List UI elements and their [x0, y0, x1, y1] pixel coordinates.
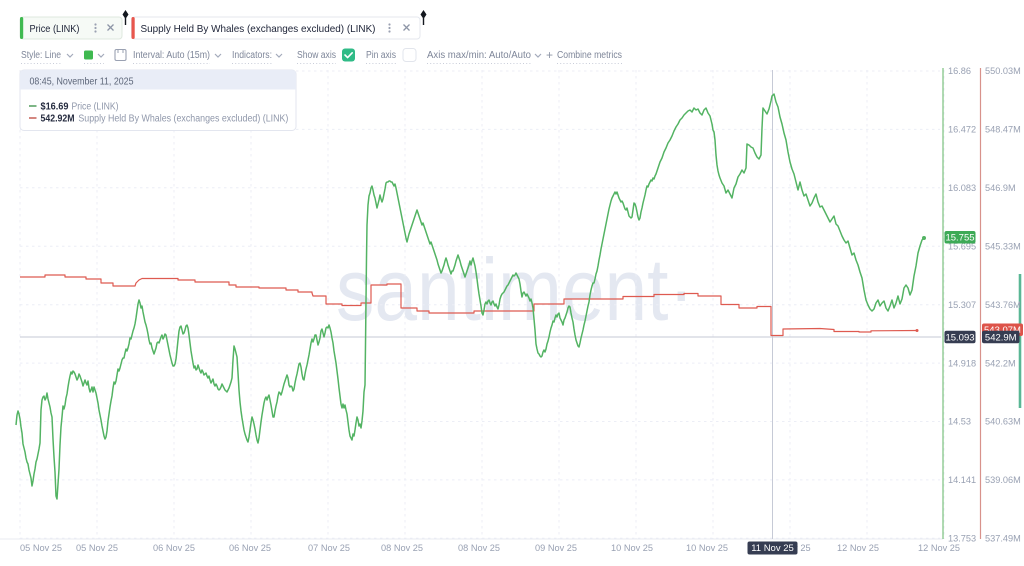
svg-text:Show axis: Show axis	[297, 50, 336, 61]
svg-text:05 Nov 25: 05 Nov 25	[76, 543, 118, 553]
svg-text:15.755: 15.755	[945, 232, 974, 243]
svg-text:548.47M: 548.47M	[985, 125, 1021, 135]
svg-text:santiment·: santiment·	[336, 240, 694, 339]
svg-text:11 Nov 25: 11 Nov 25	[751, 543, 794, 554]
svg-text:Price (LINK): Price (LINK)	[30, 23, 80, 35]
svg-text:539.06M: 539.06M	[985, 475, 1021, 485]
svg-text:15.695: 15.695	[948, 241, 976, 251]
svg-text:15.093: 15.093	[945, 332, 974, 343]
svg-text:07 Nov 25: 07 Nov 25	[308, 543, 350, 553]
svg-text:543.07M: 543.07M	[984, 325, 1021, 336]
svg-text:14.53: 14.53	[948, 417, 971, 427]
svg-text:546.9M: 546.9M	[985, 183, 1016, 193]
svg-text:Combine metrics: Combine metrics	[557, 50, 622, 61]
svg-text:542.2M: 542.2M	[985, 358, 1016, 368]
svg-text:543.76M: 543.76M	[985, 300, 1021, 310]
svg-text:Axis max/min: Auto/Auto: Axis max/min: Auto/Auto	[427, 50, 531, 61]
svg-text:08 Nov 25: 08 Nov 25	[458, 543, 500, 553]
svg-text:14.918: 14.918	[948, 358, 976, 368]
svg-text:Indicators:: Indicators:	[232, 50, 272, 61]
svg-text:545.33M: 545.33M	[985, 241, 1021, 251]
svg-text:542.92M: 542.92M	[41, 113, 75, 125]
svg-text:14.141: 14.141	[948, 475, 976, 485]
svg-text:$16.69: $16.69	[41, 101, 69, 113]
svg-text:Pin axis: Pin axis	[366, 50, 396, 61]
svg-text:542.9M: 542.9M	[985, 332, 1017, 343]
svg-text:+: +	[546, 48, 553, 62]
svg-text:12 Nov 25: 12 Nov 25	[837, 543, 879, 553]
svg-text:08 Nov 25: 08 Nov 25	[381, 543, 423, 553]
svg-text:550.03M: 550.03M	[985, 66, 1021, 76]
svg-text:10 Nov 25: 10 Nov 25	[686, 543, 728, 553]
svg-text:Supply Held By Whales (exchang: Supply Held By Whales (exchanges exclude…	[141, 23, 376, 35]
svg-text:540.63M: 540.63M	[985, 417, 1021, 427]
svg-text:16.472: 16.472	[948, 125, 976, 135]
svg-text:16.86: 16.86	[948, 66, 971, 76]
svg-text:Supply Held By Whales (exchang: Supply Held By Whales (exchanges exclude…	[78, 114, 288, 125]
svg-text:05 Nov 25: 05 Nov 25	[20, 543, 62, 553]
svg-text:06 Nov 25: 06 Nov 25	[229, 543, 271, 553]
svg-text:09 Nov 25: 09 Nov 25	[535, 543, 577, 553]
svg-text:12 Nov 25: 12 Nov 25	[918, 543, 960, 553]
svg-text:Style: Line: Style: Line	[21, 50, 61, 61]
svg-text:10 Nov 25: 10 Nov 25	[611, 543, 653, 553]
svg-text:06 Nov 25: 06 Nov 25	[153, 543, 195, 553]
svg-text:08:45, November 11, 2025: 08:45, November 11, 2025	[30, 76, 134, 88]
svg-text:Interval: Auto (15m): Interval: Auto (15m)	[133, 50, 210, 61]
svg-text:13.753: 13.753	[948, 534, 976, 544]
svg-text:537.49M: 537.49M	[985, 534, 1021, 544]
svg-text:15.307: 15.307	[948, 300, 976, 310]
svg-text:Price (LINK): Price (LINK)	[72, 102, 119, 113]
svg-text:16.083: 16.083	[948, 183, 976, 193]
